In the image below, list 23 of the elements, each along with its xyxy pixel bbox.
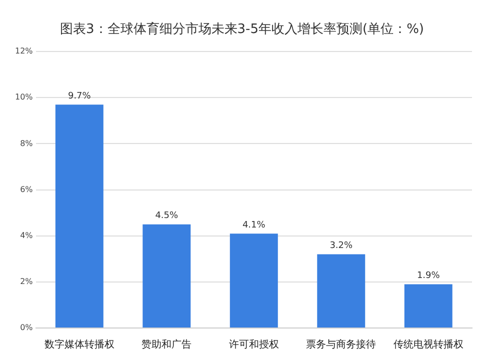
y-tick-label: 12% xyxy=(15,46,34,56)
x-tick-label: 赞助和广告 xyxy=(142,338,192,351)
x-tick-label: 数字媒体转播权 xyxy=(44,338,114,351)
y-tick-label: 6% xyxy=(20,184,34,194)
y-tick-label: 10% xyxy=(15,92,34,102)
chart-title: 图表3：全球体育细分市场未来3-5年收入增长率预测(单位：%) xyxy=(60,21,424,38)
data-label: 1.9% xyxy=(416,271,440,282)
x-tick-label: 许可和授权 xyxy=(228,338,279,351)
y-tick-label: 2% xyxy=(20,277,34,286)
y-tick-label: 4% xyxy=(20,230,34,240)
x-tick-label: 票务与商务接待 xyxy=(306,338,376,351)
bar xyxy=(404,284,452,328)
bar xyxy=(317,254,366,328)
data-label: 4.5% xyxy=(155,211,179,222)
y-tick-label: 0% xyxy=(20,323,34,332)
bar xyxy=(142,224,191,328)
bar xyxy=(55,104,104,328)
bar xyxy=(230,234,278,328)
data-label: 9.7% xyxy=(68,91,92,102)
x-tick-label: 传统电视转播权 xyxy=(393,338,464,351)
data-label: 4.1% xyxy=(242,220,266,230)
y-tick-label: 8% xyxy=(20,138,34,148)
data-label: 3.2% xyxy=(330,241,354,252)
